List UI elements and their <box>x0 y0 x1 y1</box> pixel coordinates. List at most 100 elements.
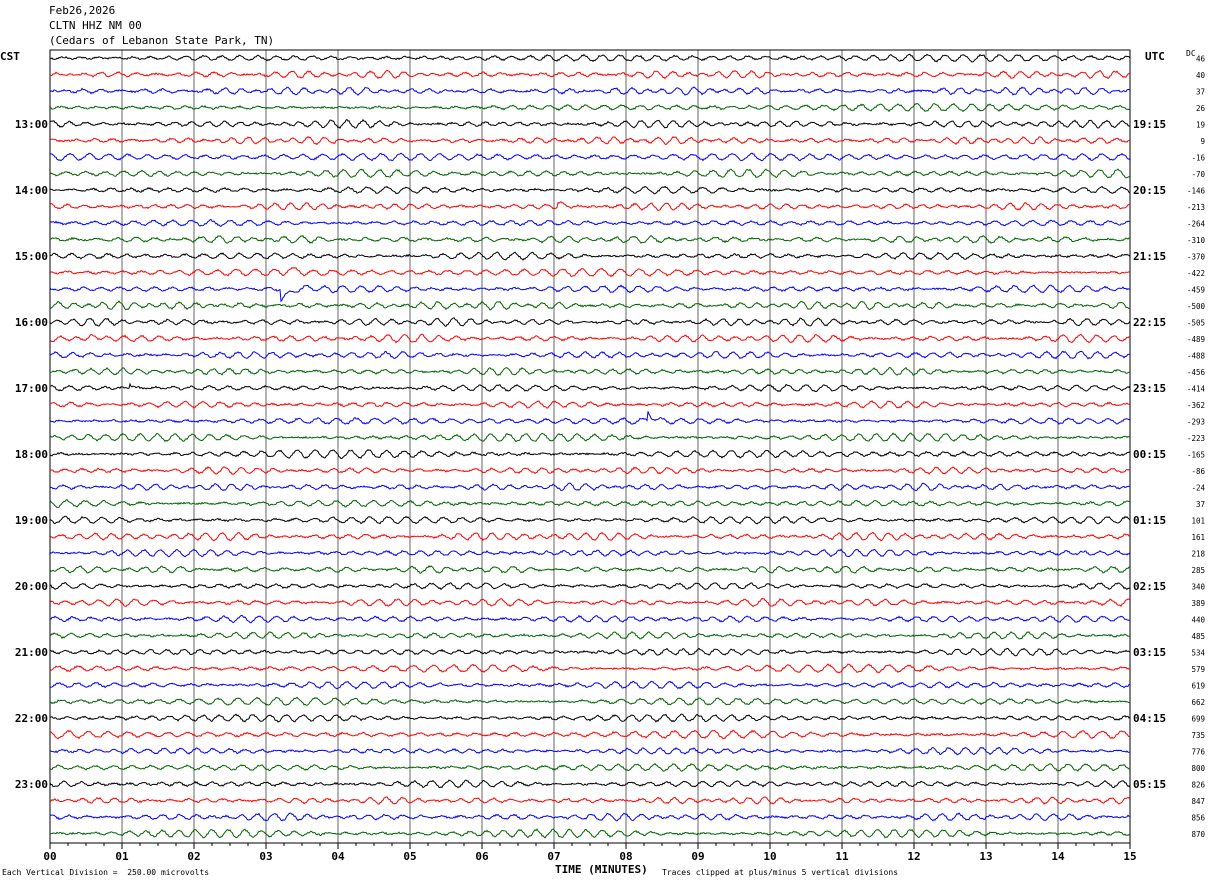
dc-offset-label: 440 <box>1191 616 1205 625</box>
trace-line <box>49 102 1131 113</box>
cst-hour-label: 20:00 <box>15 580 48 593</box>
x-tick-label: 01 <box>115 850 129 863</box>
x-tick-label: 02 <box>187 850 200 863</box>
x-tick-label: 10 <box>763 850 776 863</box>
trace-line <box>49 828 1131 839</box>
dc-offset-label: 161 <box>1191 533 1205 542</box>
dc-offset-label: 856 <box>1191 814 1205 823</box>
dc-offset-label: -24 <box>1191 484 1205 493</box>
label-group: 00 01 02 03 04 05 06 07 08 09 10 11 12 13 14 15 46 40 37 26… <box>15 55 1206 864</box>
dc-offset-label: -456 <box>1187 368 1206 377</box>
trace-line <box>49 69 1131 80</box>
trace-line <box>49 168 1131 179</box>
trace-line <box>49 317 1131 327</box>
dc-offset-label: -86 <box>1191 467 1205 476</box>
utc-label: UTC <box>1145 50 1165 63</box>
x-tick-label: 09 <box>691 850 704 863</box>
trace-line <box>49 300 1131 311</box>
dc-offset-label: -500 <box>1187 302 1206 311</box>
trace-line <box>49 465 1131 475</box>
trace-line <box>49 135 1131 146</box>
dc-offset-label: -146 <box>1187 187 1206 196</box>
dc-offset-label: 662 <box>1191 698 1205 707</box>
trace-line <box>49 333 1131 344</box>
x-tick-label: 00 <box>43 850 56 863</box>
x-tick-label: 03 <box>259 850 272 863</box>
trace-line <box>49 118 1131 129</box>
utc-hour-label: 02:15 <box>1133 580 1166 593</box>
dc-offset-label: 735 <box>1191 731 1205 740</box>
trace-line <box>49 366 1131 377</box>
trace-line <box>49 582 1131 591</box>
trace-line <box>49 432 1131 443</box>
cst-hour-label: 15:00 <box>15 250 48 263</box>
scale-note: Each Vertical Division = 250.00 microvol… <box>2 868 210 877</box>
trace-line <box>49 680 1131 690</box>
utc-hour-label: 00:15 <box>1133 448 1166 461</box>
dc-offset-label: 218 <box>1191 550 1205 559</box>
trace-line <box>49 201 1130 211</box>
dc-offset-label: -264 <box>1187 220 1206 229</box>
dc-offset-label: 19 <box>1196 121 1205 130</box>
trace-line <box>49 796 1131 805</box>
trace-line <box>49 482 1131 492</box>
x-tick-label: 13 <box>979 850 992 863</box>
trace-line <box>49 729 1131 740</box>
dc-offset-label: -488 <box>1187 352 1206 361</box>
x-axis-title: TIME (MINUTES) <box>555 863 648 876</box>
dc-offset-label: 847 <box>1191 797 1205 806</box>
x-tick-label: 04 <box>331 850 345 863</box>
cst-hour-label: 14:00 <box>15 184 48 197</box>
x-tick-label: 15 <box>1123 850 1136 863</box>
cst-hour-label: 19:00 <box>15 514 48 527</box>
chart-grid <box>49 49 1131 849</box>
x-tick-label: 12 <box>907 850 920 863</box>
trace-line <box>49 350 1131 360</box>
trace-line <box>49 713 1131 723</box>
cst-label: CST <box>0 50 20 63</box>
trace-line <box>49 411 1131 425</box>
dc-offset-label: 534 <box>1191 649 1205 658</box>
dc-offset-label: 40 <box>1196 71 1206 80</box>
cst-hour-label: 23:00 <box>15 778 48 791</box>
dc-offset-label: -293 <box>1187 418 1205 427</box>
header-station: CLTN HHZ NM 00 <box>49 19 142 32</box>
utc-hour-label: 03:15 <box>1133 646 1166 659</box>
dc-offset-label: 101 <box>1191 517 1205 526</box>
trace-line <box>49 266 1131 278</box>
utc-hour-label: 23:15 <box>1133 382 1166 395</box>
dc-offset-label: -310 <box>1187 236 1206 245</box>
trace-line <box>49 565 1131 574</box>
cst-hour-label: 13:00 <box>15 118 48 131</box>
dc-offset-label: -370 <box>1187 253 1206 262</box>
trace-group <box>49 53 1131 839</box>
dc-offset-label: -414 <box>1187 385 1206 394</box>
dc-offset-label: 579 <box>1191 665 1205 674</box>
utc-hour-label: 01:15 <box>1133 514 1166 527</box>
cst-hour-label: 16:00 <box>15 316 48 329</box>
utc-hour-label: 19:15 <box>1133 118 1166 131</box>
trace-line <box>49 53 1131 63</box>
cst-hour-label: 21:00 <box>15 646 48 659</box>
plot-frame <box>49 49 1131 844</box>
dc-offset-label: -422 <box>1187 269 1205 278</box>
dc-offset-label: -16 <box>1191 154 1205 163</box>
trace-line <box>49 812 1131 822</box>
utc-hour-label: 21:15 <box>1133 250 1166 263</box>
trace-line <box>49 762 1131 772</box>
trace-line <box>49 284 1131 303</box>
dc-offset-label: 46 <box>1196 55 1206 64</box>
x-tick-label: 07 <box>547 850 560 863</box>
utc-hour-label: 05:15 <box>1133 778 1166 791</box>
dc-offset-label: 800 <box>1191 764 1205 773</box>
header-location: (Cedars of Lebanon State Park, TN) <box>49 34 275 47</box>
dc-offset-label: 26 <box>1196 104 1206 113</box>
dc-offset-label: 826 <box>1191 781 1205 790</box>
trace-line <box>49 400 1131 409</box>
dc-offset-label: 9 <box>1200 137 1205 146</box>
trace-line <box>49 498 1131 508</box>
trace-line <box>49 515 1131 525</box>
x-tick-label: 08 <box>619 850 632 863</box>
